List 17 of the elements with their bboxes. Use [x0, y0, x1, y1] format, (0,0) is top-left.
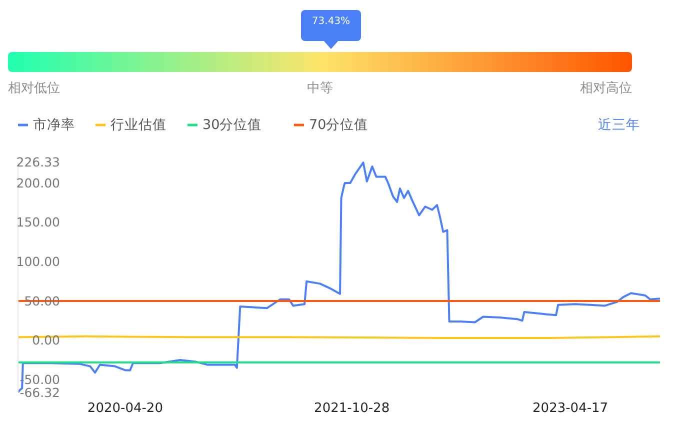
y-tick-label: 150.00: [16, 214, 60, 230]
legend-label: 30分位值: [202, 117, 262, 133]
y-tick-label: 226.33: [16, 154, 60, 170]
legend-label: 市净率: [33, 117, 75, 133]
y-tick-label: 100.00: [16, 254, 60, 270]
category-label: 相对低位: [8, 81, 60, 96]
x-tick-label: 2023-04-17: [532, 401, 608, 416]
category-label: 中等: [307, 81, 333, 96]
text: 73.43%: [312, 16, 350, 27]
x-tick-label: 2021-10-28: [314, 401, 390, 416]
y-tick-label: 200.00: [16, 175, 60, 190]
text: 近三年: [598, 117, 640, 133]
x-tick-label: 2020-04-20: [87, 401, 163, 416]
category-label: 相对高位: [580, 80, 632, 96]
y-tick-label: -66.32: [20, 384, 60, 400]
legend-label: 行业估值: [110, 117, 166, 133]
legend-label: 70分位值: [309, 117, 368, 133]
